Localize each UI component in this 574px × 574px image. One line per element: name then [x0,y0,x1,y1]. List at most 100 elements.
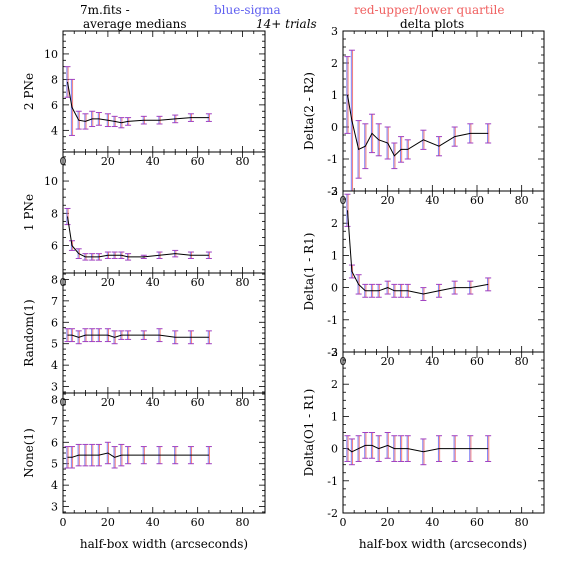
panel-frame [342,190,545,353]
header-center-subtitle: 14+ trials [256,17,317,31]
median-line [67,216,209,258]
y-tick-label: 4 [51,124,58,137]
header-center-title: blue-sigma [214,3,281,17]
median-line [67,452,209,458]
y-tick-label: 3 [51,501,58,514]
xlabel-right: half-box width (arcseconds) [359,537,527,551]
x-tick-label: 60 [191,516,205,529]
y-tick-label: 8 [51,393,58,406]
x-tick-label: 20 [381,194,395,207]
y-tick-label: 2 [331,57,338,70]
median-line [67,334,209,338]
y-axis-label: Random(1) [22,299,36,366]
x-tick-label: 40 [146,516,160,529]
y-tick-label: 4 [51,479,58,492]
x-tick-label: 60 [470,355,484,368]
y-tick-label: -2 [327,185,338,198]
y-tick-label: 0 [331,443,338,456]
y-tick-label: 1 [331,249,338,262]
y-tick-label: 6 [51,316,58,329]
x-tick-label: 40 [146,276,160,289]
y-tick-label: 8 [51,73,58,86]
x-tick-label: 80 [515,516,529,529]
x-tick-label: 80 [236,396,250,409]
y-tick-label: 7 [51,415,58,428]
y-axis-label: Delta(1 - R1) [302,233,316,311]
x-tick-label: 20 [101,155,115,168]
x-tick-label: 60 [470,516,484,529]
y-tick-label: 2 [331,217,338,230]
y-axis-label: 2 PNe [22,73,36,110]
y-tick-label: 2 [331,378,338,391]
panel-frame [62,30,266,153]
y-tick-label: 8 [51,273,58,286]
x-tick-label: 40 [425,516,439,529]
y-tick-label: 6 [51,436,58,449]
median-line [347,444,489,453]
panel-frame [62,272,266,394]
y-tick-label: 7 [51,295,58,308]
panel-right-2: 0 20 40 60 80 -2 -1 0 1 2 3 Delta(O1 - R1) [302,346,545,529]
x-tick-label: 80 [236,516,250,529]
x-tick-label: 20 [101,276,115,289]
x-tick-label: 80 [236,155,250,168]
x-tick-label: 60 [191,396,205,409]
x-tick-label: 40 [425,355,439,368]
y-tick-label: 8 [51,207,58,220]
median-line [347,94,489,157]
median-line [347,210,489,295]
y-tick-label: 6 [51,240,58,253]
y-tick-label: 4 [51,359,58,372]
x-tick-label: 40 [425,194,439,207]
xlabel-left: half-box width (arcseconds) [80,537,248,551]
header-left-title: 7m.fits - [80,3,130,17]
y-tick-label: -1 [327,314,338,327]
y-tick-label: 5 [51,338,58,351]
panel-frame [62,392,266,514]
y-tick-label: 10 [44,48,58,61]
y-tick-label: -1 [327,153,338,166]
y-axis-label: Delta(2 - R2) [302,72,316,150]
median-line [67,81,209,124]
x-tick-label: 0 [340,516,347,529]
y-tick-label: 3 [331,346,338,359]
y-tick-label: 1 [331,89,338,102]
y-tick-label: -1 [327,475,338,488]
x-tick-label: 20 [101,396,115,409]
y-axis-label: None(1) [22,428,36,478]
x-tick-label: 20 [101,516,115,529]
x-tick-label: 60 [470,194,484,207]
panel-frame [342,30,545,192]
y-axis-label: 1 PNe [22,194,36,231]
y-tick-label: 0 [331,282,338,295]
y-tick-label: 0 [331,121,338,134]
x-tick-label: 40 [146,155,160,168]
header-right-title: red-upper/lower quartile [354,3,504,17]
y-tick-label: 1 [331,410,338,423]
x-tick-label: 40 [146,396,160,409]
y-axis-label: Delta(O1 - R1) [302,389,316,477]
x-tick-label: 80 [515,355,529,368]
x-tick-label: 0 [60,516,67,529]
y-tick-label: 10 [44,175,58,188]
y-tick-label: 5 [51,458,58,471]
header-right-subtitle: delta plots [400,17,464,31]
y-tick-label: 3 [331,185,338,198]
y-tick-label: 3 [331,25,338,38]
header-left-subtitle: average medians [83,17,187,31]
y-tick-label: -2 [327,346,338,359]
x-tick-label: 60 [191,276,205,289]
y-tick-label: -2 [327,507,338,520]
panel-left-3: 0 20 40 60 80 3 4 5 6 7 8 None(1) [22,392,266,529]
x-tick-label: 20 [381,355,395,368]
y-tick-label: 3 [51,381,58,394]
x-tick-label: 80 [515,194,529,207]
x-tick-label: 80 [236,276,250,289]
y-tick-label: 6 [51,99,58,112]
